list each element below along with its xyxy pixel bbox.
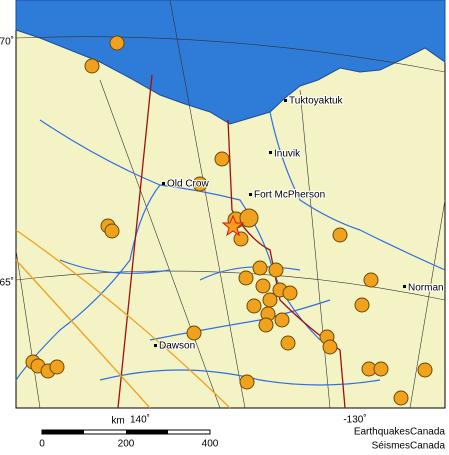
lon-label: -130˚ bbox=[343, 414, 366, 426]
credit: EarthquakesCanada bbox=[354, 427, 446, 438]
fault bbox=[15, 259, 151, 409]
place-label: Dawson bbox=[159, 341, 195, 352]
credit: SéismesCanada bbox=[372, 441, 446, 450]
place-label: Tuktoyaktuk bbox=[289, 96, 344, 107]
lon-label: 140˚ bbox=[130, 414, 150, 426]
lat-label: 70˚ bbox=[0, 36, 14, 48]
place-label: Norman bbox=[408, 283, 444, 294]
border bbox=[117, 74, 153, 409]
place-label: Fort McPherson bbox=[254, 190, 325, 201]
scale-unit: km bbox=[111, 416, 124, 427]
place-label: Inuvik bbox=[274, 149, 301, 160]
towns bbox=[154, 99, 406, 347]
place-label: Old Crow bbox=[167, 179, 209, 190]
scale-tick: 400 bbox=[202, 439, 219, 450]
epicenter bbox=[221, 214, 245, 237]
fault bbox=[15, 229, 231, 409]
scale-bar bbox=[41, 429, 211, 435]
lat-label: 65˚ bbox=[0, 277, 14, 289]
scale-tick: 0 bbox=[39, 439, 45, 450]
earthquakes bbox=[25, 35, 433, 406]
graticule bbox=[15, 0, 446, 409]
scale-tick: 200 bbox=[118, 439, 135, 450]
